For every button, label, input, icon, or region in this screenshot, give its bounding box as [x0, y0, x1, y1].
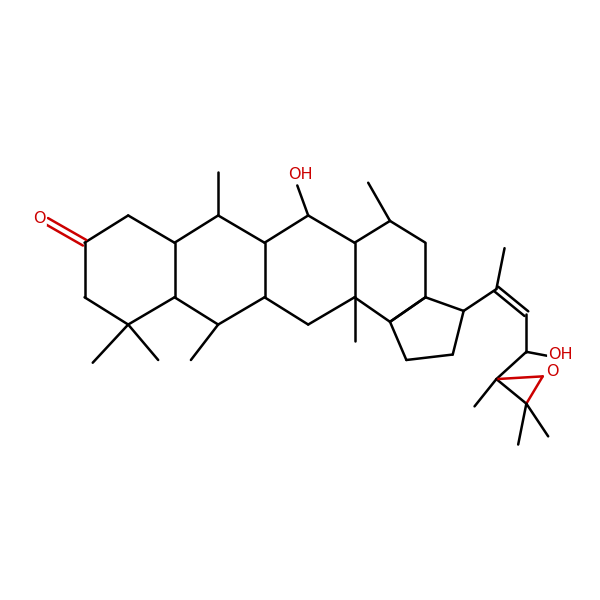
- Text: OH: OH: [287, 167, 313, 182]
- Text: O: O: [546, 364, 559, 379]
- Text: O: O: [34, 211, 46, 226]
- Text: OH: OH: [548, 347, 572, 362]
